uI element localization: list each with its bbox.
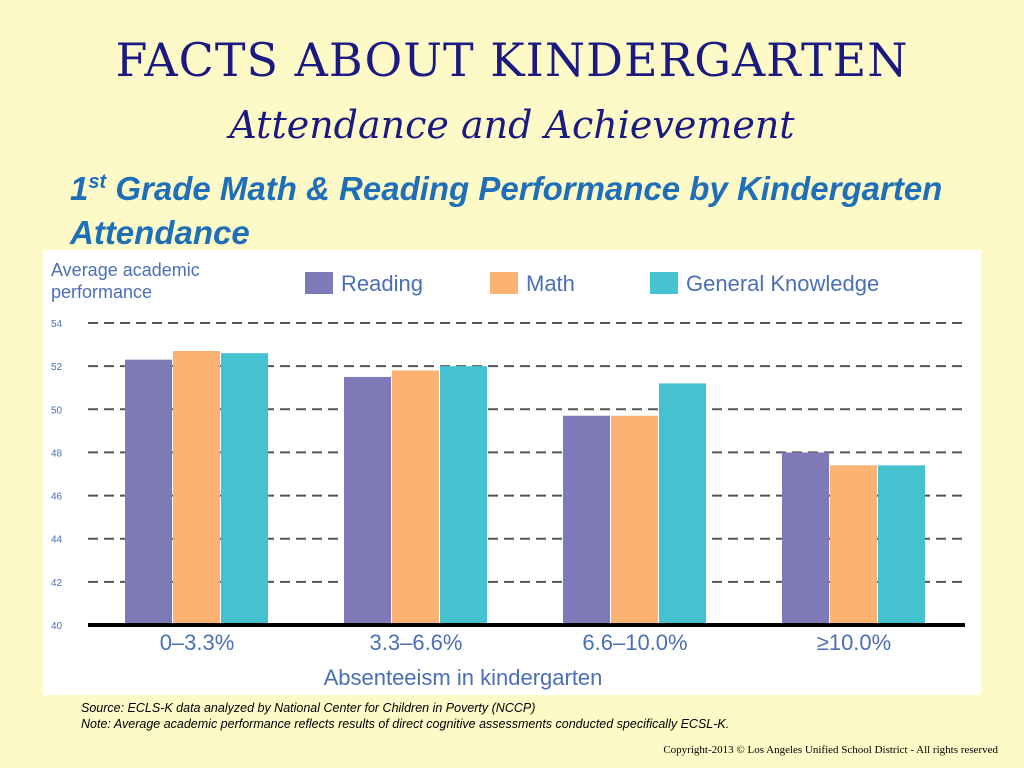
slide-subtitle: Attendance and Achievement — [229, 103, 795, 147]
copyright-notice: Copyright-2013 © Los Angeles Unified Sch… — [663, 744, 998, 756]
bar — [878, 465, 925, 625]
legend-label: Math — [526, 271, 575, 296]
legend-swatch — [490, 272, 518, 294]
legend-label: Reading — [341, 271, 423, 296]
legend-swatch — [650, 272, 678, 294]
y-tick-label: 52 — [51, 362, 63, 373]
x-tick-label: 3.3–6.6% — [370, 630, 463, 655]
y-tick-label: 44 — [51, 535, 63, 546]
chart-notes: Source: ECLS-K data analyzed by National… — [81, 700, 981, 732]
bar — [830, 465, 877, 625]
y-tick-label: 40 — [51, 621, 63, 632]
y-tick-label: 50 — [51, 405, 63, 416]
methodology-note: Note: Average academic performance refle… — [81, 717, 730, 731]
x-tick-label: 0–3.3% — [160, 630, 235, 655]
bar — [563, 415, 610, 625]
y-tick-label: 46 — [51, 492, 63, 503]
heading-rest: Grade Math & Reading Performance by Kind… — [70, 170, 943, 251]
bar — [782, 452, 829, 625]
bar — [440, 366, 487, 625]
bar — [659, 383, 706, 625]
chart-panel: Average academic performance Reading Math Ge… — [43, 250, 981, 695]
bar — [125, 359, 172, 625]
heading-superscript: st — [88, 171, 107, 193]
y-axis-label: Average academic — [51, 260, 200, 280]
x-tick-label: 6.6–10.0% — [582, 630, 687, 655]
legend-swatch — [305, 272, 333, 294]
source-note: Source: ECLS-K data analyzed by National… — [81, 701, 536, 715]
y-axis-label: performance — [51, 282, 152, 302]
bar — [344, 376, 391, 625]
bar — [221, 353, 268, 625]
bar — [392, 370, 439, 625]
slide-title: FACTS ABOUT KINDERGARTEN — [115, 33, 909, 87]
x-axis-label: Absenteeism in kindergarten — [324, 665, 603, 690]
y-tick-label: 42 — [51, 578, 63, 589]
legend-label: General Knowledge — [686, 271, 879, 296]
bar — [173, 351, 220, 625]
bar — [611, 415, 658, 625]
y-tick-label: 54 — [51, 319, 63, 330]
chart-heading: 1st Grade Math & Reading Performance by … — [70, 160, 970, 255]
y-tick-label: 48 — [51, 448, 63, 459]
x-tick-label: ≥10.0% — [817, 630, 891, 655]
heading-prefix: 1 — [70, 170, 89, 207]
